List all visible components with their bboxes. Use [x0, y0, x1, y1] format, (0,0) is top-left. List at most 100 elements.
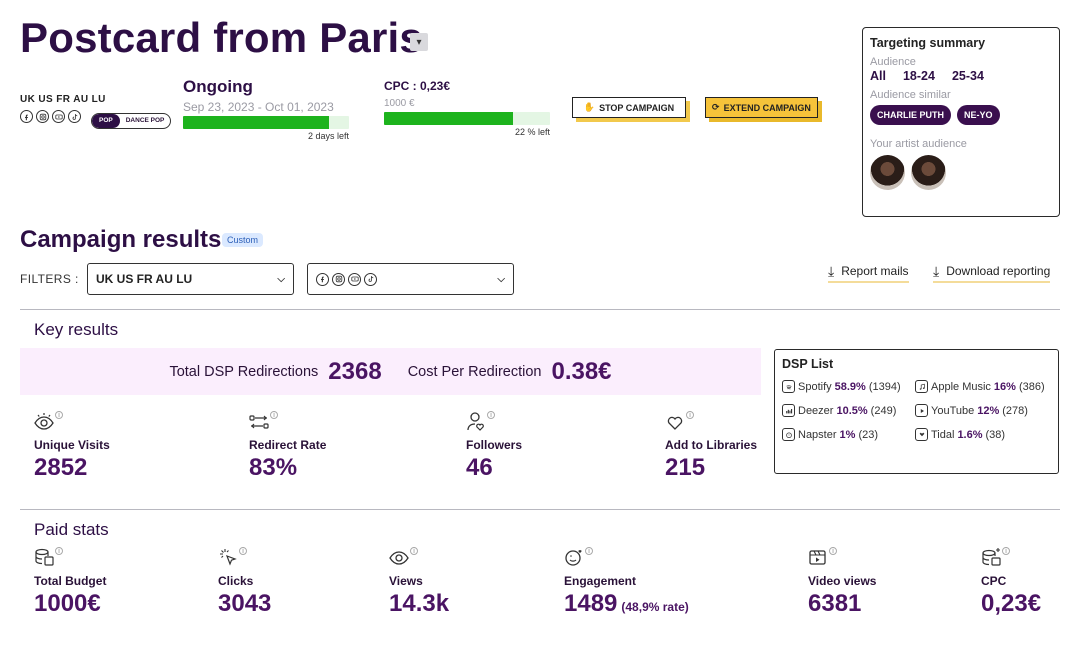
cost-per-redirection-label: Cost Per Redirection	[407, 363, 542, 380]
artist-audience-label: Your artist audience	[870, 138, 967, 150]
dsp-count: (278)	[1002, 404, 1028, 417]
stop-campaign-button[interactable]: ✋ STOP CAMPAIGN	[572, 97, 686, 118]
stop-campaign-label: STOP CAMPAIGN	[599, 102, 675, 113]
metric-value: 215	[665, 454, 706, 481]
dsp-item-spotify: Spotify 58.9% (1394)	[782, 380, 915, 393]
dsp-count: (1394)	[868, 380, 901, 393]
report-mails-link[interactable]: ⤓ Report mails	[828, 264, 909, 283]
eye-icon	[389, 547, 409, 572]
info-icon[interactable]: i	[1002, 547, 1010, 555]
redirect-arrows-icon	[249, 411, 269, 436]
campaign-title: Postcard from Paris	[20, 14, 423, 61]
time-progress-bar	[183, 116, 349, 129]
days-left: 2 days left	[307, 131, 349, 141]
metric-value: 83%	[249, 454, 298, 481]
info-icon[interactable]: i	[487, 411, 495, 419]
tidal-icon	[915, 428, 928, 441]
youtube-icon	[915, 404, 928, 417]
chevron-down-icon: ▾	[416, 36, 422, 48]
metric-value: 3043	[218, 590, 272, 617]
key-results-title: Key results	[34, 320, 119, 339]
metric-video-views: i Video views 6381	[808, 546, 876, 618]
eye-icon	[34, 411, 54, 436]
extend-campaign-label: EXTEND CAMPAIGN	[723, 102, 811, 113]
youtube-icon	[348, 272, 361, 286]
info-icon[interactable]: i	[239, 547, 247, 555]
dsp-name: Apple Music	[931, 380, 991, 393]
dsp-pct: 16%	[993, 380, 1016, 393]
metric-label: Engagement	[564, 574, 637, 588]
refresh-icon: ⟳	[712, 102, 720, 112]
info-icon[interactable]: i	[55, 547, 63, 555]
report-mails-label: Report mails	[841, 264, 909, 278]
metric-cpc: i CPC 0,23€	[981, 546, 1041, 618]
time-progress-fill	[183, 116, 330, 129]
info-icon[interactable]: i	[686, 411, 694, 419]
download-reporting-link[interactable]: ⤓ Download reporting	[933, 264, 1051, 283]
metric-value: 0,23€	[981, 590, 1042, 617]
spotify-icon	[782, 380, 795, 393]
dsp-item-tidal: Tidal 1.6% (38)	[915, 428, 1055, 441]
genre-dance-pop: DANCE POP	[125, 117, 165, 124]
youtube-icon	[52, 110, 65, 123]
key-highlight-banner: Total DSP Redirections 2368 Cost Per Red…	[20, 348, 761, 395]
dsp-item-apple-music: Apple Music 16% (386)	[915, 380, 1055, 393]
dsp-list-panel: DSP List Spotify 58.9% (1394) Apple Musi…	[774, 349, 1059, 474]
heart-icon	[665, 411, 685, 436]
tiktok-icon	[364, 272, 377, 286]
info-icon[interactable]: i	[55, 411, 63, 419]
dsp-pct: 1.6%	[957, 428, 983, 441]
total-dsp-label: Total DSP Redirections	[169, 363, 319, 380]
dsp-list-title: DSP List	[782, 357, 834, 371]
info-icon[interactable]: i	[270, 411, 278, 419]
coins-stack-icon	[34, 547, 54, 572]
country-filter-select[interactable]: UK US FR AU LU ⌵	[87, 263, 294, 295]
instagram-icon	[36, 110, 49, 123]
dsp-item-deezer: Deezer 10.5% (249)	[782, 404, 915, 417]
metric-value: 1489 (48,9% rate)	[564, 590, 689, 618]
info-icon[interactable]: i	[829, 547, 837, 555]
dsp-count: (249)	[870, 404, 897, 417]
metric-value: 46	[466, 454, 493, 481]
campaign-status: Ongoing	[183, 77, 253, 96]
audience-item: 18-24	[902, 69, 935, 83]
divider	[20, 309, 1060, 310]
extend-campaign-button[interactable]: ⟳ EXTEND CAMPAIGN	[705, 97, 818, 118]
audience-item: All	[870, 69, 886, 83]
coins-plus-icon	[981, 547, 1001, 572]
metric-clicks: i Clicks 3043	[218, 546, 271, 618]
metric-label: Add to Libraries	[665, 438, 758, 452]
info-icon[interactable]: i	[410, 547, 418, 555]
filters-label: FILTERS :	[20, 272, 79, 286]
audience-list: All 18-24 25-34	[870, 69, 1052, 83]
platform-icons	[20, 110, 81, 123]
similar-artist-pill: NE-YO	[957, 105, 1000, 125]
avatar	[911, 155, 946, 190]
dsp-name: Deezer	[798, 404, 834, 417]
metric-add-to-libraries: i Add to Libraries 215	[665, 410, 757, 482]
smiley-heart-icon	[564, 547, 584, 572]
metric-value: 1000€	[34, 590, 101, 617]
metric-followers: i Followers 46	[466, 410, 522, 482]
audience-label: Audience	[870, 56, 916, 68]
divider	[20, 509, 1060, 510]
dsp-item-napster: Napster 1% (23)	[782, 428, 915, 441]
facebook-icon	[20, 110, 33, 123]
download-reporting-label: Download reporting	[946, 264, 1051, 278]
apple-music-icon	[915, 380, 928, 393]
artist-avatars	[870, 155, 1052, 190]
metric-value: 6381	[808, 590, 862, 617]
metric-label: Total Budget	[34, 574, 107, 588]
title-dropdown-button[interactable]: ▾	[410, 33, 428, 51]
targeting-title: Targeting summary	[870, 36, 986, 50]
metric-total-budget: i Total Budget 1000€	[34, 546, 106, 618]
metric-redirect-rate: i Redirect Rate 83%	[249, 410, 326, 482]
info-icon[interactable]: i	[585, 547, 593, 555]
avatar	[870, 155, 905, 190]
download-icon: ⤓	[828, 263, 835, 279]
platform-filter-select[interactable]: ⌵	[307, 263, 514, 295]
napster-icon	[782, 428, 795, 441]
chevron-down-icon: ⌵	[277, 273, 285, 285]
deezer-icon	[782, 404, 795, 417]
user-heart-icon	[466, 411, 486, 436]
